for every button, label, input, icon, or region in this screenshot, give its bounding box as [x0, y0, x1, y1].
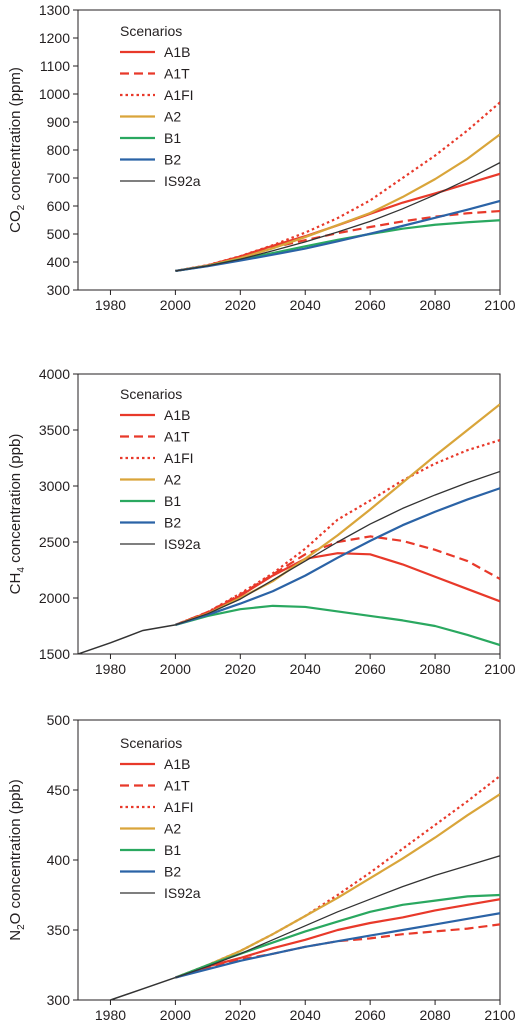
legend-label-b2: B2 [164, 864, 181, 880]
y-tick-label: 2500 [39, 534, 70, 550]
x-tick-label: 2000 [160, 1007, 191, 1023]
x-tick-label: 2040 [290, 297, 321, 313]
y-tick-label: 3000 [39, 478, 70, 494]
y-tick-label: 1200 [39, 30, 70, 46]
x-tick-label: 2060 [355, 661, 386, 677]
series-line-a1b [174, 552, 500, 626]
historical-line [110, 976, 176, 1000]
x-tick-label: 2040 [290, 1007, 321, 1023]
y-axis-title: N2O concentration (ppb) [7, 779, 27, 940]
y-tick-label: 1500 [39, 646, 70, 662]
series-line-b1 [175, 604, 500, 647]
series-line-is92a [175, 855, 500, 979]
legend-label-b1: B1 [164, 493, 181, 509]
historical-line [78, 624, 176, 654]
x-tick-label: 2020 [225, 661, 256, 677]
legend-label-a1b: A1B [164, 44, 190, 60]
legend-label-b2: B2 [164, 515, 181, 531]
series-line-is92a [175, 162, 500, 272]
y-tick-label: 1000 [39, 86, 70, 102]
y-tick-label: 500 [47, 712, 71, 728]
y-tick-label: 300 [47, 992, 71, 1008]
legend-label-b1: B1 [164, 130, 181, 146]
series-line-a2 [175, 403, 500, 626]
x-tick-label: 1980 [95, 1007, 126, 1023]
x-tick-label: 2020 [225, 1007, 256, 1023]
series-line-a2 [174, 793, 500, 979]
chart-panel-co2: 300 400 500 600 700 800 900 1000 1100 1200 1300 198… [7, 2, 516, 313]
x-tick-label: 1980 [95, 661, 126, 677]
legend-label-a1b: A1B [164, 407, 190, 423]
y-tick-label: 800 [47, 142, 71, 158]
chart-panel-n2o: 300 350 400 450 500 1980 2000 2020 2040 2060 2080 2… [7, 712, 516, 1023]
legend-label-a1fi: A1FI [164, 450, 194, 466]
series-line-a1b [175, 172, 500, 273]
x-tick-label: 2020 [225, 297, 256, 313]
legend-label-a1fi: A1FI [164, 87, 194, 103]
legend-label-a2: A2 [164, 109, 181, 125]
y-tick-label: 600 [47, 198, 71, 214]
y-tick-label: 450 [47, 782, 71, 798]
series-line-is92a [175, 470, 500, 626]
series-line-a2 [175, 133, 500, 273]
plot-frame [77, 373, 501, 655]
legend-label-is92a: IS92a [164, 536, 201, 552]
y-tick-label: 2000 [39, 590, 70, 606]
legend-label-is92a: IS92a [164, 173, 201, 189]
x-tick-label: 2060 [355, 297, 386, 313]
legend-title: Scenarios [120, 386, 182, 402]
legend-label-a1b: A1B [164, 756, 190, 772]
x-tick-label: 2040 [290, 661, 321, 677]
legend-label-a1fi: A1FI [164, 799, 194, 815]
y-tick-label: 400 [47, 254, 71, 270]
legend-label-b2: B2 [164, 152, 181, 168]
y-axis-title: CH4 concentration (ppb) [7, 434, 27, 595]
series-line-a1fi [174, 775, 500, 979]
chart-panel-ch4: 1500 2000 2500 3000 3500 4000 1980 2000 2020 2040… [7, 366, 516, 677]
y-axis-title: CO2 concentration (ppm) [7, 67, 27, 233]
x-tick-label: 2000 [160, 297, 191, 313]
y-tick-label: 300 [47, 282, 71, 298]
series-line-a1t [175, 923, 500, 979]
x-tick-label: 2080 [419, 297, 450, 313]
x-tick-label: 2080 [419, 661, 450, 677]
series-line-b2 [175, 912, 500, 979]
y-tick-label: 350 [47, 922, 71, 938]
x-tick-label: 2100 [484, 297, 515, 313]
legend-label-a1t: A1T [164, 66, 190, 82]
y-tick-label: 400 [47, 852, 71, 868]
x-tick-label: 2060 [355, 1007, 386, 1023]
legend-title: Scenarios [120, 735, 182, 751]
x-tick-label: 2100 [484, 661, 515, 677]
plot-frame [77, 719, 501, 1001]
series-line-a1fi [174, 439, 500, 626]
x-tick-label: 2100 [484, 1007, 515, 1023]
y-tick-label: 1100 [40, 58, 70, 74]
series-line-a1b [175, 898, 500, 979]
y-tick-label: 1300 [39, 2, 70, 18]
legend-title: Scenarios [120, 23, 182, 39]
y-tick-label: 3500 [39, 422, 70, 438]
x-tick-label: 2080 [419, 1007, 450, 1023]
x-tick-label: 1980 [95, 297, 126, 313]
legend-label-a2: A2 [164, 821, 181, 837]
y-tick-label: 4000 [39, 366, 70, 382]
series-line-b2 [175, 199, 500, 273]
legend-label-b1: B1 [164, 842, 181, 858]
y-tick-label: 500 [47, 226, 71, 242]
y-tick-label: 700 [47, 170, 71, 186]
series-line-b2 [175, 487, 500, 626]
legend-label-a1t: A1T [164, 429, 190, 445]
series-line-a1fi [175, 101, 500, 273]
legend-label-a1t: A1T [164, 778, 190, 794]
x-tick-label: 2000 [160, 661, 191, 677]
y-tick-label: 900 [47, 114, 71, 130]
legend-label-is92a: IS92a [164, 885, 201, 901]
legend-label-a2: A2 [164, 472, 181, 488]
